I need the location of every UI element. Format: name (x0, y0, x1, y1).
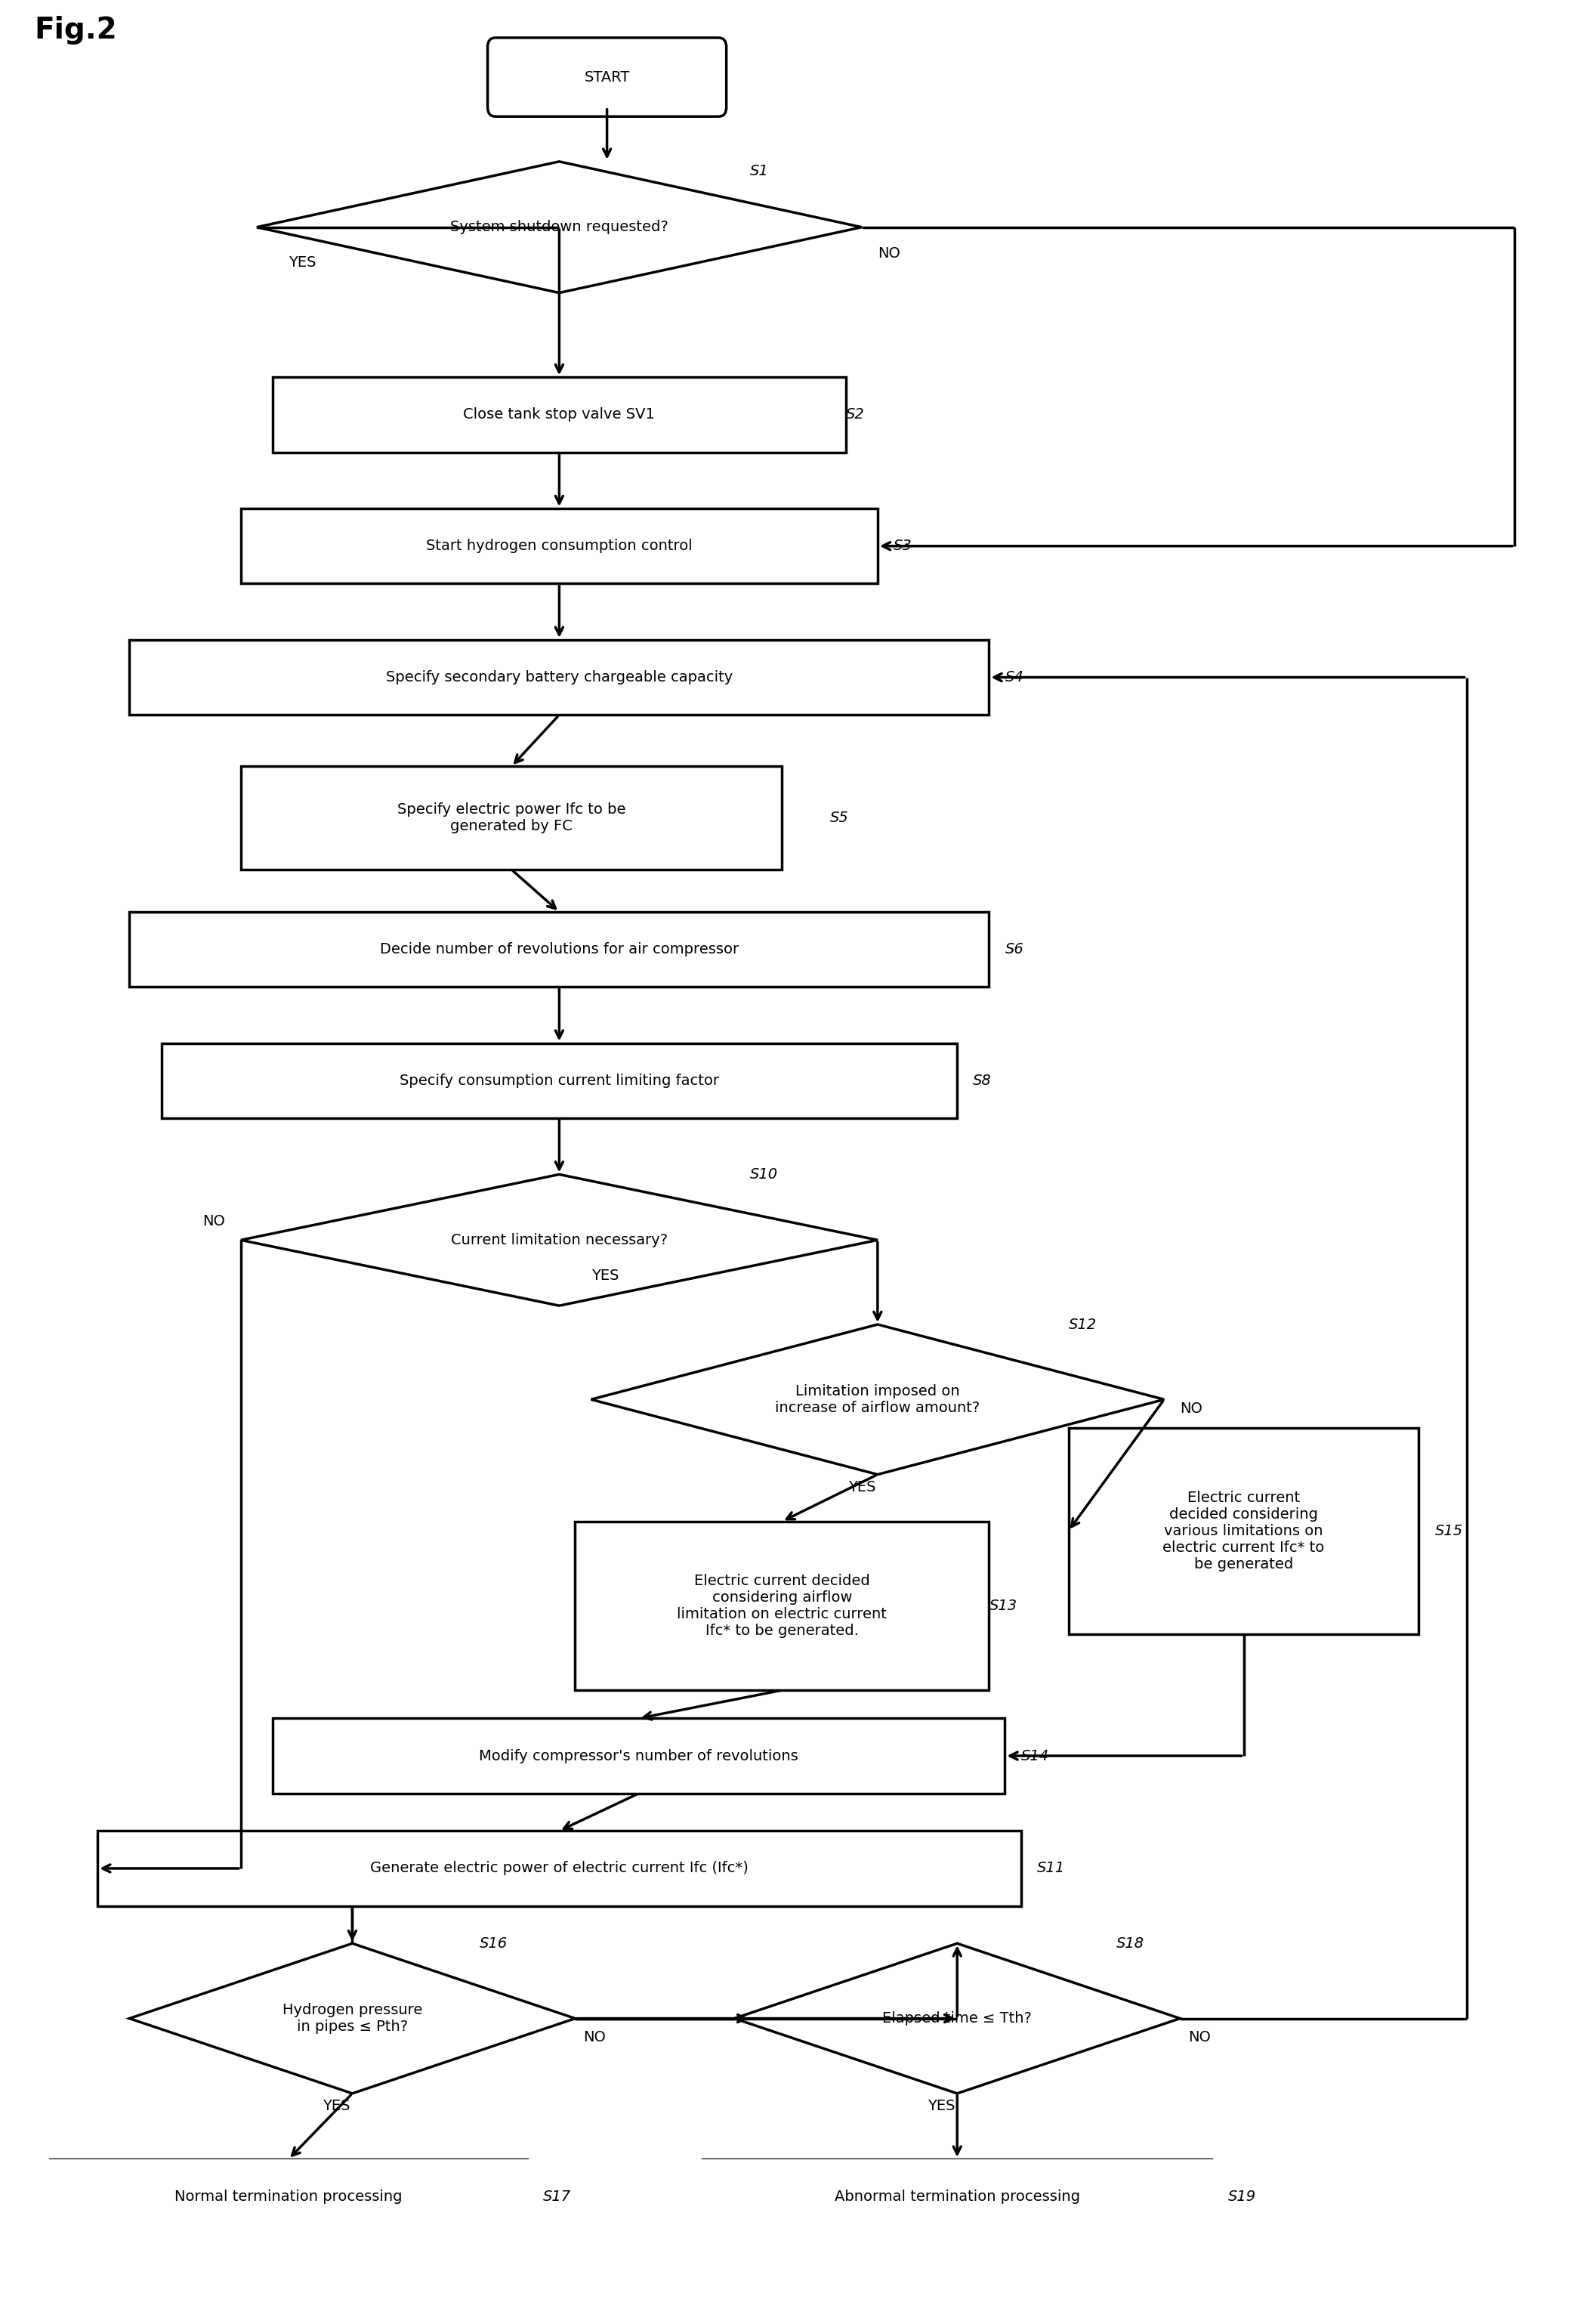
Text: S13: S13 (990, 1599, 1017, 1613)
Bar (273, 376, 846, 453)
Text: NO: NO (1187, 2031, 1210, 2045)
Text: S19: S19 (1227, 2189, 1256, 2203)
Text: S11: S11 (1037, 1862, 1065, 1875)
Text: S17: S17 (543, 2189, 571, 2203)
Text: NO: NO (878, 246, 900, 260)
Text: START: START (584, 70, 630, 84)
Text: NO: NO (203, 1213, 225, 1229)
Text: Electric current
decided considering
various limitations on
electric current Ifc: Electric current decided considering var… (1163, 1490, 1325, 1571)
Text: Close tank stop valve SV1: Close tank stop valve SV1 (463, 407, 654, 423)
Text: YES: YES (322, 2099, 350, 2113)
Bar (273, 1717, 1005, 1794)
Text: S16: S16 (480, 1936, 508, 1950)
Bar (129, 911, 990, 988)
Bar (129, 639, 990, 716)
Bar (49, 2159, 527, 2233)
Text: YES: YES (847, 1480, 876, 1494)
Text: Specify electric power Ifc to be
generated by FC: Specify electric power Ifc to be generat… (397, 802, 626, 834)
Text: Start hydrogen consumption control: Start hydrogen consumption control (426, 539, 693, 553)
Bar (575, 1522, 990, 1690)
Text: S10: S10 (750, 1167, 779, 1181)
Text: Elapsed time ≤ Tth?: Elapsed time ≤ Tth? (883, 2010, 1033, 2027)
Polygon shape (129, 1943, 575, 2094)
Text: YES: YES (289, 256, 316, 270)
Text: S1: S1 (750, 163, 769, 179)
Bar (1069, 1427, 1419, 1634)
Text: S14: S14 (1021, 1748, 1049, 1764)
FancyBboxPatch shape (440, 2308, 678, 2324)
Bar (97, 1831, 1021, 1906)
Text: S4: S4 (1005, 669, 1023, 686)
Polygon shape (257, 163, 862, 293)
Text: Specify consumption current limiting factor: Specify consumption current limiting fac… (399, 1074, 718, 1088)
Text: S2: S2 (846, 407, 865, 423)
FancyBboxPatch shape (488, 37, 726, 116)
Text: S18: S18 (1116, 1936, 1144, 1950)
Text: Electric current decided
considering airflow
limitation on electric current
Ifc*: Electric current decided considering air… (677, 1573, 887, 1638)
Text: YES: YES (927, 2099, 954, 2113)
Polygon shape (591, 1325, 1163, 1473)
Text: S5: S5 (830, 811, 849, 825)
Text: S15: S15 (1435, 1525, 1464, 1538)
Bar (161, 1043, 958, 1118)
Bar (241, 767, 782, 869)
Text: S6: S6 (1005, 941, 1023, 957)
Polygon shape (734, 1943, 1179, 2094)
Text: NO: NO (1179, 1401, 1203, 1415)
Text: Limitation imposed on
increase of airflow amount?: Limitation imposed on increase of airflo… (776, 1385, 980, 1415)
Text: Abnormal termination processing: Abnormal termination processing (835, 2189, 1080, 2203)
Text: Current limitation necessary?: Current limitation necessary? (450, 1232, 667, 1248)
Text: System shutdown requested?: System shutdown requested? (450, 221, 669, 235)
Polygon shape (241, 1174, 878, 1306)
Text: Hydrogen pressure
in pipes ≤ Pth?: Hydrogen pressure in pipes ≤ Pth? (282, 2003, 423, 2034)
Text: Decide number of revolutions for air compressor: Decide number of revolutions for air com… (380, 941, 739, 957)
Text: S12: S12 (1069, 1318, 1096, 1332)
Text: NO: NO (583, 2031, 605, 2045)
Text: Specify secondary battery chargeable capacity: Specify secondary battery chargeable cap… (386, 669, 733, 686)
Bar (241, 509, 878, 583)
Text: Modify compressor's number of revolutions: Modify compressor's number of revolution… (479, 1748, 798, 1764)
Text: Fig.2: Fig.2 (34, 16, 117, 44)
Text: Normal termination processing: Normal termination processing (174, 2189, 402, 2203)
Bar (702, 2159, 1211, 2233)
Text: S8: S8 (974, 1074, 991, 1088)
Text: S3: S3 (894, 539, 913, 553)
Text: Generate electric power of electric current Ifc (Ifc*): Generate electric power of electric curr… (370, 1862, 749, 1875)
Text: YES: YES (591, 1269, 619, 1283)
